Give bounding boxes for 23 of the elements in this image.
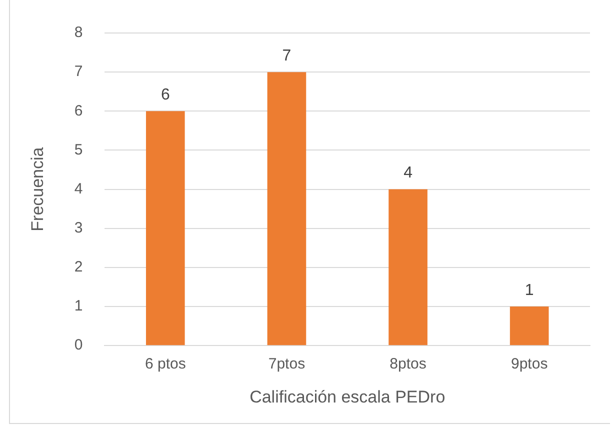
y-tick-label: 4 — [74, 180, 83, 198]
y-tick-label: 2 — [74, 258, 83, 276]
y-tick-label: 0 — [74, 336, 83, 354]
bar — [388, 189, 428, 346]
x-tick-label: 9ptos — [510, 356, 548, 373]
data-label: 4 — [404, 164, 413, 182]
y-tick-label: 7 — [74, 63, 83, 80]
x-tick-label: 7ptos — [268, 356, 306, 373]
y-tick-label: 6 — [74, 102, 83, 120]
y-tick-label: 8 — [74, 24, 83, 42]
x-axis-title: Calificación escala PEDro — [250, 387, 446, 406]
bar — [510, 306, 549, 346]
y-tick-label: 3 — [74, 220, 83, 237]
y-tick-label: 5 — [74, 141, 83, 158]
data-label: 7 — [282, 47, 292, 64]
data-label: 6 — [160, 86, 170, 104]
data-label: 1 — [524, 282, 534, 299]
x-tick-label: 8ptos — [390, 356, 426, 373]
bar — [267, 72, 306, 346]
x-tick-label: 6 ptos — [144, 356, 186, 373]
y-axis-title: Frecuencia — [28, 146, 47, 232]
bar — [146, 111, 185, 346]
y-tick-label: 1 — [74, 298, 83, 315]
